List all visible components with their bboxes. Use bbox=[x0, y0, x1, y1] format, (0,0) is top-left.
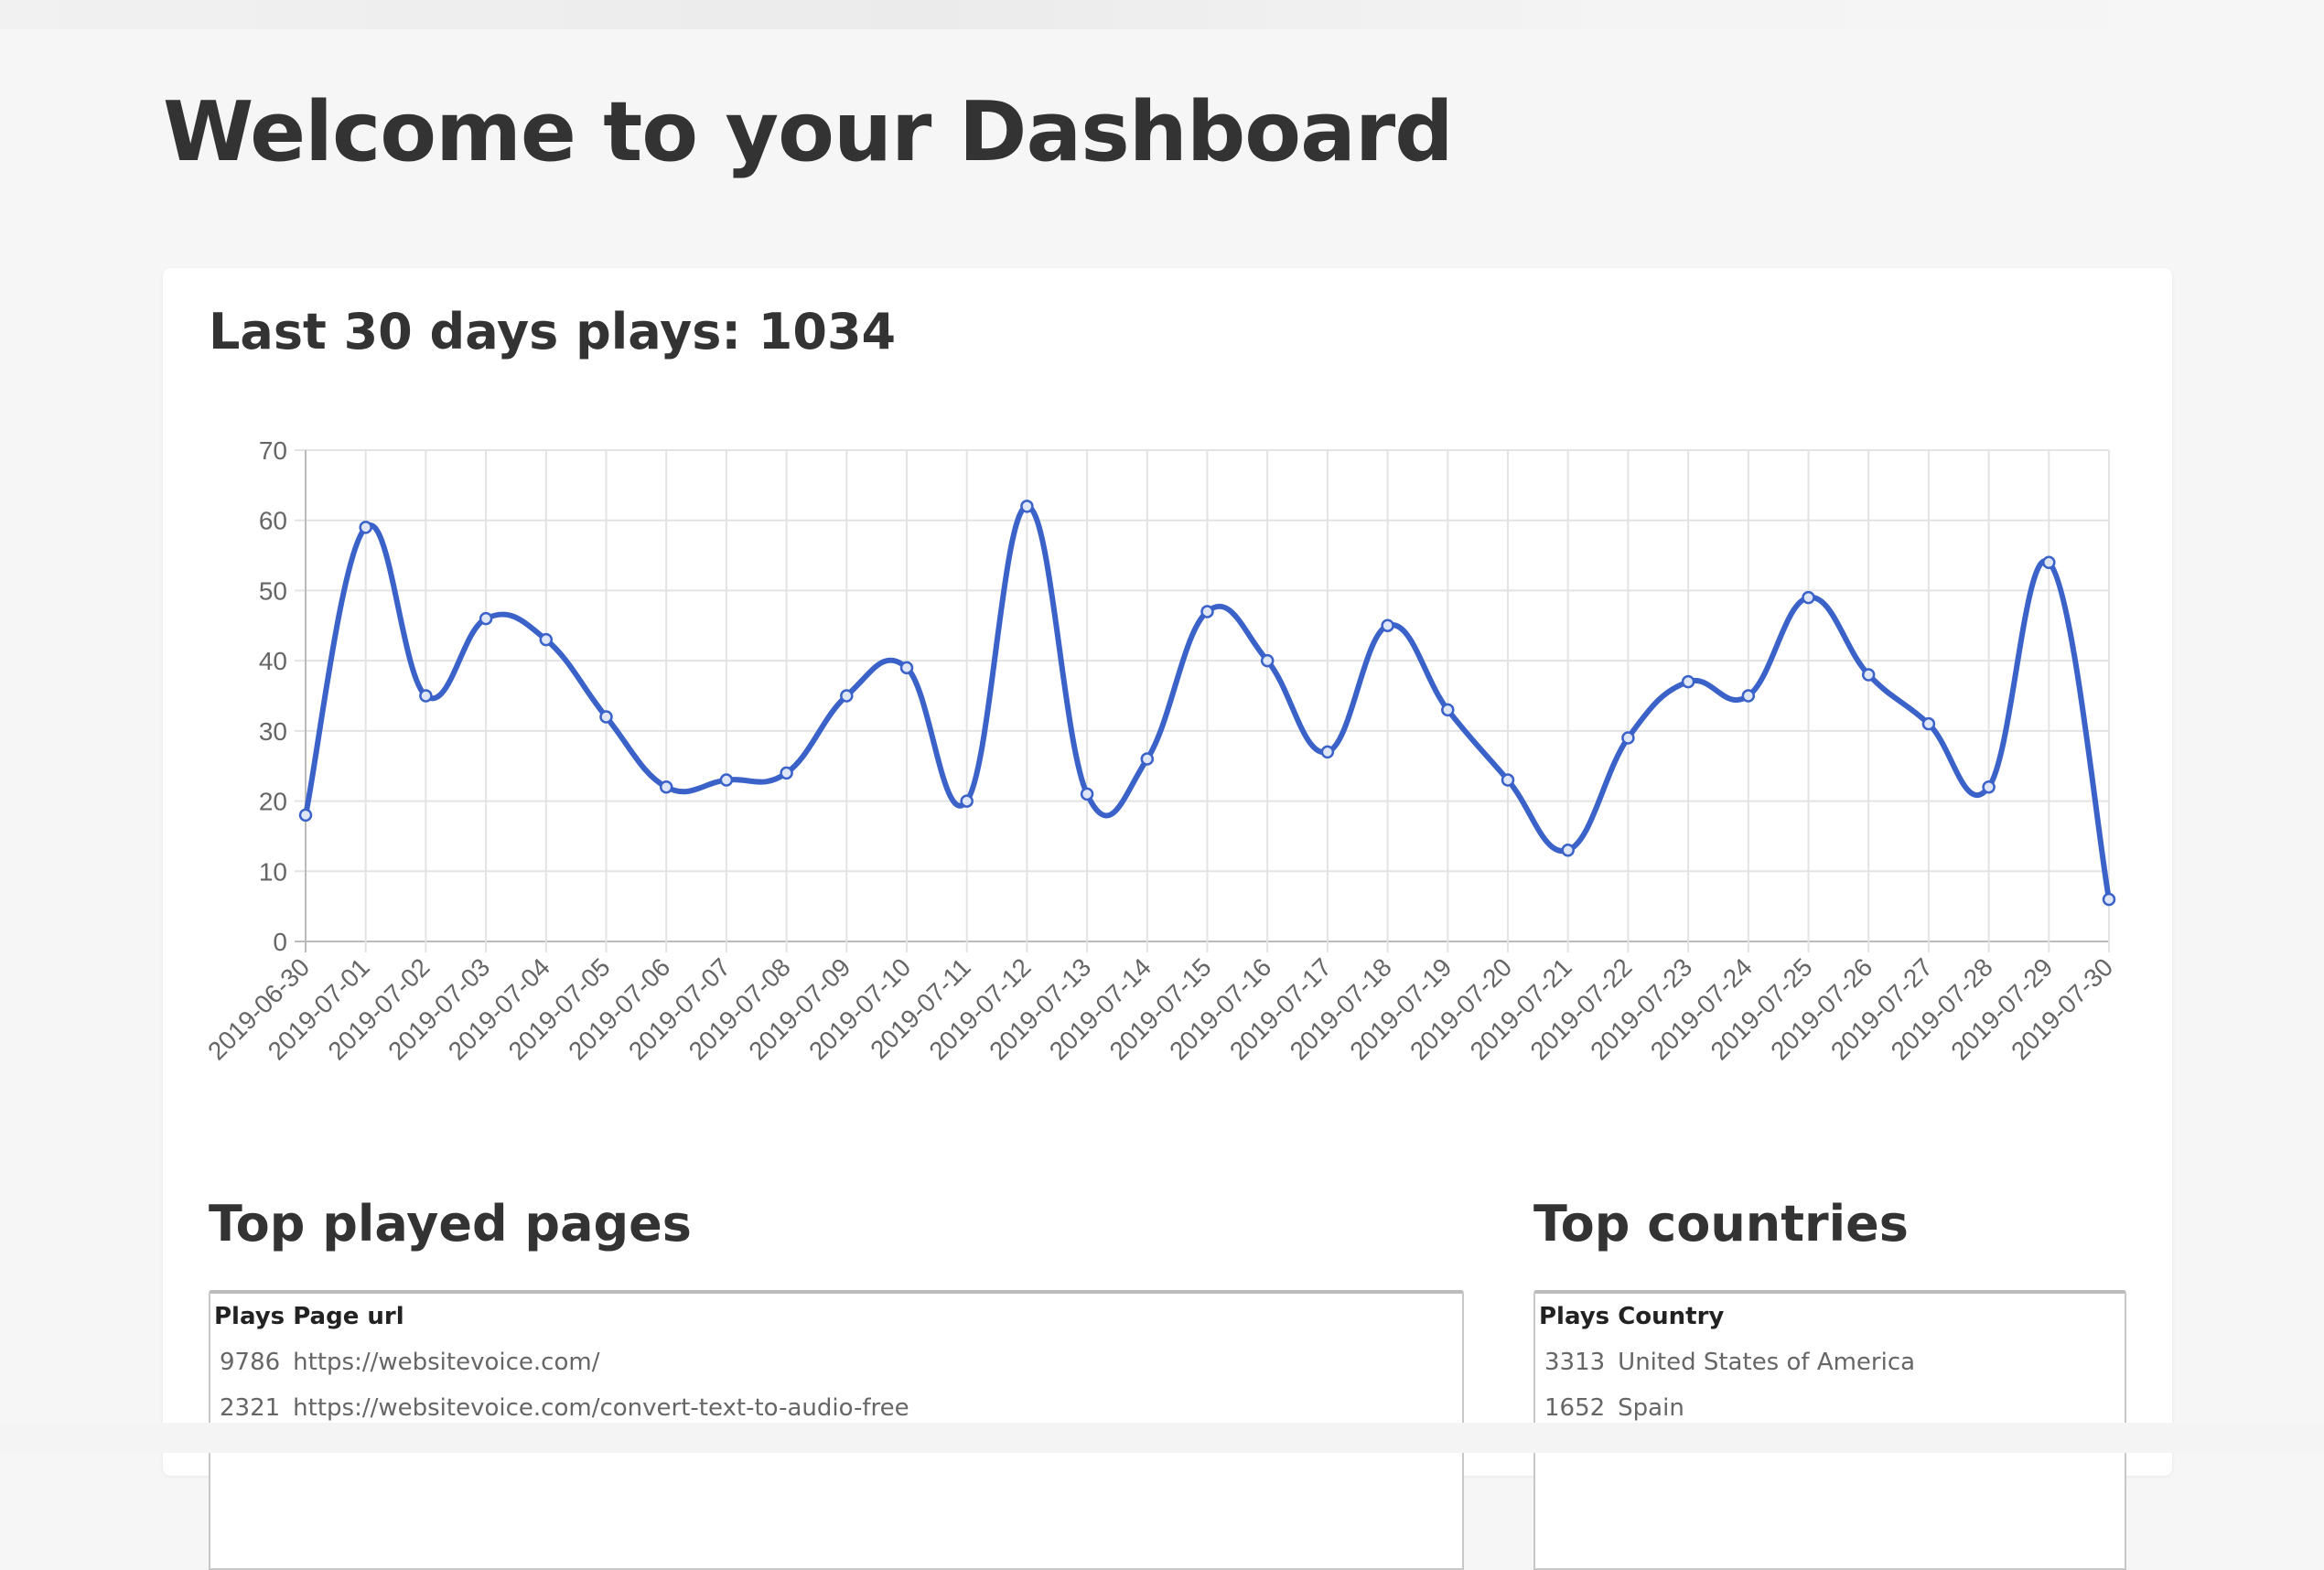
bottom-fade bbox=[0, 1423, 2324, 1453]
data-point bbox=[1921, 716, 1936, 731]
data-point bbox=[1260, 653, 1275, 668]
top-pages-title: Top played pages bbox=[209, 1195, 692, 1253]
table-row: 9786 https://websitevoice.com/ bbox=[210, 1339, 1462, 1385]
y-tick-label: 10 bbox=[259, 857, 287, 886]
data-point bbox=[1681, 674, 1695, 689]
data-point bbox=[1741, 689, 1756, 703]
data-point bbox=[1561, 844, 1575, 857]
data-point bbox=[659, 780, 673, 794]
y-tick-label: 30 bbox=[259, 717, 287, 746]
dashboard-card: Last 30 days plays: 1034 0 10 20 30 40 50 60 70… bbox=[163, 268, 2172, 1570]
page-title: Welcome to your Dashboard bbox=[163, 84, 1454, 180]
plays-series-line bbox=[303, 503, 2112, 900]
data-point bbox=[1381, 618, 1394, 633]
data-point bbox=[1320, 745, 1335, 759]
data-point bbox=[719, 773, 734, 787]
page-url[interactable]: https://websitevoice.com/convert-text-to… bbox=[293, 1394, 909, 1422]
data-point bbox=[1861, 668, 1876, 682]
data-point bbox=[1080, 787, 1094, 801]
y-tick-label: 20 bbox=[259, 788, 287, 816]
country-name: Spain bbox=[1618, 1394, 1684, 1422]
table-row: 1652 Spain bbox=[1535, 1385, 2125, 1431]
y-tick-label: 50 bbox=[259, 576, 287, 605]
data-point bbox=[419, 689, 433, 703]
plays-count: 2321 bbox=[220, 1394, 281, 1422]
plays-count: 3313 bbox=[1544, 1349, 1606, 1376]
plays-line-chart: 0102030405060702019-06-302019-07-012019-… bbox=[202, 436, 2118, 1066]
top-bar bbox=[0, 0, 2324, 29]
data-point bbox=[1140, 752, 1155, 766]
plays-summary-title: Last 30 days plays: 1034 bbox=[209, 303, 897, 360]
y-tick-label: 0 bbox=[273, 928, 287, 956]
table-row: 3313 United States of America bbox=[1535, 1339, 2125, 1385]
data-point bbox=[1621, 731, 1635, 745]
data-point bbox=[1501, 773, 1515, 787]
data-point bbox=[840, 689, 854, 703]
data-point bbox=[1802, 590, 1815, 605]
data-point bbox=[1441, 703, 1455, 717]
y-tick-label: 40 bbox=[259, 647, 287, 675]
data-point bbox=[780, 766, 793, 780]
table-row: 2321 https://websitevoice.com/convert-tex… bbox=[210, 1385, 1462, 1431]
page-url[interactable]: https://websitevoice.com/ bbox=[293, 1349, 600, 1376]
data-point bbox=[960, 794, 974, 808]
data-point bbox=[479, 611, 493, 626]
data-point bbox=[359, 521, 372, 534]
y-tick-label: 70 bbox=[259, 436, 287, 465]
data-point bbox=[1200, 605, 1214, 618]
data-point bbox=[298, 808, 313, 823]
data-point bbox=[1020, 500, 1034, 513]
plays-count: 1652 bbox=[1544, 1394, 1606, 1422]
data-point bbox=[899, 661, 914, 675]
data-point bbox=[2102, 892, 2116, 907]
top-countries-title: Top countries bbox=[1533, 1195, 1909, 1253]
table-header: Plays Page url bbox=[214, 1303, 404, 1330]
plays-count: 9786 bbox=[220, 1349, 281, 1376]
data-point bbox=[539, 632, 554, 647]
y-tick-label: 60 bbox=[259, 507, 287, 535]
data-point bbox=[599, 710, 613, 724]
country-name: United States of America bbox=[1618, 1349, 1916, 1376]
data-point bbox=[1982, 780, 1996, 794]
table-header: Plays Country bbox=[1539, 1303, 1725, 1330]
data-point bbox=[2042, 555, 2056, 569]
